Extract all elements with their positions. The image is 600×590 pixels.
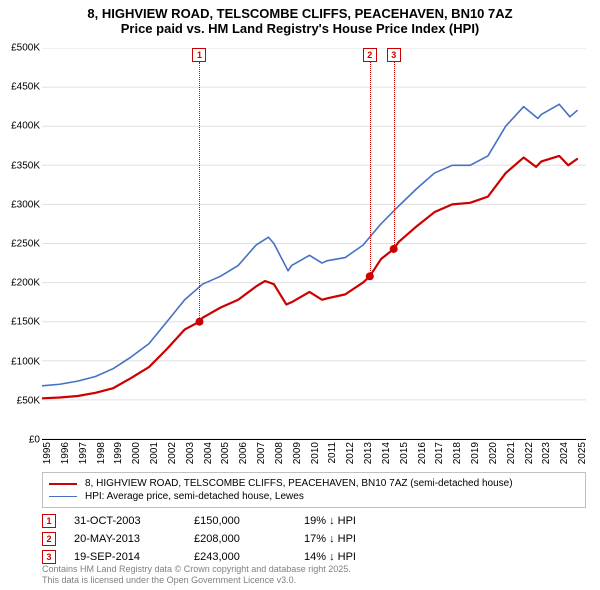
y-tick: £500K <box>11 43 40 54</box>
x-tick: 2017 <box>434 442 445 464</box>
x-tick: 2011 <box>327 442 338 464</box>
x-tick: 1999 <box>113 442 124 464</box>
chart-container: 8, HIGHVIEW ROAD, TELSCOMBE CLIFFS, PEAC… <box>0 0 600 590</box>
x-tick: 2021 <box>506 442 517 464</box>
chart-svg <box>42 48 586 439</box>
sale-date: 20-MAY-2013 <box>74 533 194 545</box>
x-tick: 1996 <box>60 442 71 464</box>
x-tick: 2005 <box>220 442 231 464</box>
sale-price: £150,000 <box>194 515 304 527</box>
legend-swatch <box>49 483 77 485</box>
x-tick: 2025 <box>577 442 588 464</box>
x-tick: 2013 <box>363 442 374 464</box>
footer: Contains HM Land Registry data © Crown c… <box>42 564 586 586</box>
sale-date: 19-SEP-2014 <box>74 551 194 563</box>
legend-row: 8, HIGHVIEW ROAD, TELSCOMBE CLIFFS, PEAC… <box>49 477 579 490</box>
x-tick: 2009 <box>292 442 303 464</box>
x-tick: 2007 <box>256 442 267 464</box>
x-tick: 2022 <box>524 442 535 464</box>
marker-line <box>199 62 200 322</box>
y-tick: £50K <box>17 395 40 406</box>
sale-diff: 17% ↓ HPI <box>304 533 586 545</box>
y-tick: £300K <box>11 199 40 210</box>
x-tick: 2020 <box>488 442 499 464</box>
x-tick: 2012 <box>345 442 356 464</box>
y-tick: £250K <box>11 239 40 250</box>
marker-line <box>394 62 395 249</box>
x-tick: 2018 <box>452 442 463 464</box>
x-tick: 1995 <box>42 442 53 464</box>
title-line-1: 8, HIGHVIEW ROAD, TELSCOMBE CLIFFS, PEAC… <box>10 6 590 21</box>
sale-row: 2 20-MAY-2013£208,00017% ↓ HPI <box>42 530 586 548</box>
sale-row: 3 19-SEP-2014£243,00014% ↓ HPI <box>42 548 586 566</box>
legend-label: HPI: Average price, semi-detached house,… <box>85 491 304 502</box>
y-tick: £150K <box>11 317 40 328</box>
x-tick: 1997 <box>78 442 89 464</box>
legend-row: HPI: Average price, semi-detached house,… <box>49 490 579 503</box>
y-tick: £350K <box>11 160 40 171</box>
x-tick: 2001 <box>149 442 160 464</box>
sale-marker: 2 <box>42 532 56 546</box>
x-tick: 2002 <box>167 442 178 464</box>
marker-box: 1 <box>192 48 206 62</box>
footer-line-1: Contains HM Land Registry data © Crown c… <box>42 564 586 575</box>
sale-row: 1 31-OCT-2003£150,00019% ↓ HPI <box>42 512 586 530</box>
x-tick: 2016 <box>417 442 428 464</box>
y-tick: £200K <box>11 278 40 289</box>
sale-price: £208,000 <box>194 533 304 545</box>
legend-box: 8, HIGHVIEW ROAD, TELSCOMBE CLIFFS, PEAC… <box>42 472 586 508</box>
y-tick: £450K <box>11 82 40 93</box>
x-tick: 2004 <box>203 442 214 464</box>
title-block: 8, HIGHVIEW ROAD, TELSCOMBE CLIFFS, PEAC… <box>0 0 600 38</box>
sale-date: 31-OCT-2003 <box>74 515 194 527</box>
x-tick: 2024 <box>559 442 570 464</box>
footer-line-2: This data is licensed under the Open Gov… <box>42 575 586 586</box>
y-tick: £100K <box>11 356 40 367</box>
chart-area: 1 23 <box>42 48 586 440</box>
marker-box: 2 <box>363 48 377 62</box>
sale-diff: 14% ↓ HPI <box>304 551 586 563</box>
x-tick: 2008 <box>274 442 285 464</box>
x-tick: 2010 <box>310 442 321 464</box>
x-tick: 2003 <box>185 442 196 464</box>
x-tick: 1998 <box>96 442 107 464</box>
title-line-2: Price paid vs. HM Land Registry's House … <box>10 21 590 36</box>
marker-box: 3 <box>387 48 401 62</box>
legend-swatch <box>49 496 77 497</box>
legend-label: 8, HIGHVIEW ROAD, TELSCOMBE CLIFFS, PEAC… <box>85 478 513 489</box>
x-tick: 2000 <box>131 442 142 464</box>
sale-marker: 1 <box>42 514 56 528</box>
sale-marker: 3 <box>42 550 56 564</box>
x-tick: 2015 <box>399 442 410 464</box>
x-tick: 2014 <box>381 442 392 464</box>
y-tick: £0 <box>29 435 40 446</box>
sales-table: 1 31-OCT-2003£150,00019% ↓ HPI 2 20-MAY-201… <box>42 512 586 566</box>
x-tick: 2023 <box>541 442 552 464</box>
sale-diff: 19% ↓ HPI <box>304 515 586 527</box>
x-tick: 2019 <box>470 442 481 464</box>
sale-price: £243,000 <box>194 551 304 563</box>
marker-line <box>370 62 371 277</box>
y-axis: £0£50K£100K£150K£200K£250K£300K£350K£400… <box>0 48 42 440</box>
x-tick: 2006 <box>238 442 249 464</box>
y-tick: £400K <box>11 121 40 132</box>
